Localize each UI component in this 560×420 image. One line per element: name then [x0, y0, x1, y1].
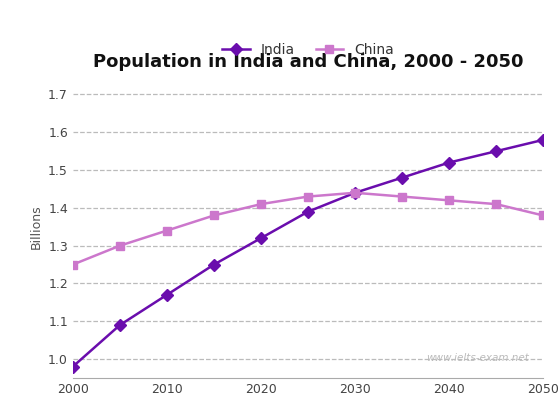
China	[399, 194, 405, 199]
India	[69, 364, 76, 369]
Line: India: India	[69, 136, 547, 371]
China	[116, 243, 123, 248]
China	[211, 213, 217, 218]
China	[493, 202, 500, 207]
India	[493, 149, 500, 154]
India	[258, 236, 264, 241]
China	[540, 213, 547, 218]
China	[164, 228, 170, 233]
Y-axis label: Billions: Billions	[30, 205, 43, 249]
Text: www.ielts-exam.net: www.ielts-exam.net	[426, 353, 529, 363]
India	[211, 262, 217, 267]
India	[164, 292, 170, 297]
China	[446, 198, 452, 203]
China	[352, 190, 358, 195]
Line: China: China	[69, 189, 547, 269]
Legend: India, China: India, China	[222, 43, 394, 57]
India	[540, 137, 547, 142]
China	[258, 202, 264, 207]
India	[116, 323, 123, 328]
India	[446, 160, 452, 165]
India	[399, 175, 405, 180]
India	[305, 209, 311, 214]
India	[352, 190, 358, 195]
China	[69, 262, 76, 267]
China	[305, 194, 311, 199]
Title: Population in India and China, 2000 - 2050: Population in India and China, 2000 - 20…	[93, 53, 523, 71]
